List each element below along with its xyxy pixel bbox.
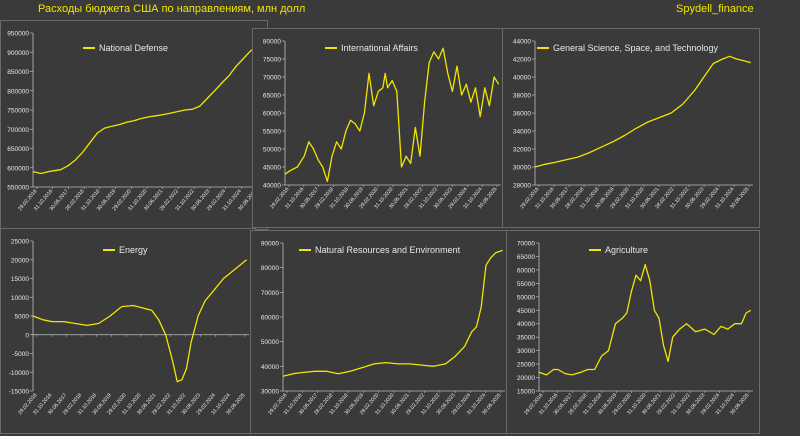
y-tick-label: 700000 (7, 127, 29, 134)
y-tick-label: 60000 (263, 111, 281, 118)
y-tick-label: 30000 (261, 389, 279, 396)
y-tick-label: 40000 (263, 183, 281, 190)
y-tick-label: 750000 (7, 108, 29, 115)
y-tick-label: 70000 (263, 75, 281, 82)
y-tick-label: 80000 (261, 265, 279, 272)
y-tick-label: 30000 (513, 165, 531, 172)
y-tick-label: 600000 (7, 165, 29, 172)
y-tick-label: 65000 (517, 254, 535, 261)
chart-panel-natural-resources: 30000 40000 50000 60000 70000 80000 90000 29.02… (250, 230, 512, 434)
chart-svg: 550000 600000 650000 700000 750000 800000 8500… (7, 31, 262, 212)
y-tick-label: 650000 (7, 146, 29, 153)
legend-swatch (589, 249, 601, 251)
y-tick-label: -5000 (12, 351, 29, 358)
y-tick-label: 50000 (261, 339, 279, 346)
y-tick-label: 90000 (261, 241, 279, 248)
chart-panel-general-science: 28000 30000 32000 34000 36000 38000 40000 42000… (502, 28, 760, 228)
y-tick-label: 50000 (517, 294, 535, 301)
legend-swatch (325, 47, 337, 49)
chart-panel-international-affairs: 40000 45000 50000 55000 60000 65000 70000 75000… (252, 28, 508, 228)
y-tick-label: 42000 (513, 57, 531, 64)
y-tick-label: 36000 (513, 111, 531, 118)
legend-label: Natural Resources and Environment (315, 245, 461, 255)
chart-svg: 15000 20000 25000 30000 35000 40000 45000 50000… (517, 241, 753, 416)
y-tick-label: 65000 (263, 93, 281, 100)
y-tick-label: 900000 (7, 50, 29, 57)
y-tick-label: 80000 (263, 39, 281, 46)
y-tick-label: -10000 (9, 370, 30, 377)
legend-swatch (83, 47, 95, 49)
legend: Energy (103, 245, 148, 255)
y-tick-label: 30000 (517, 348, 535, 355)
series-line (32, 44, 262, 175)
y-tick-label: -15000 (9, 389, 30, 396)
y-tick-label: 32000 (513, 147, 531, 154)
y-tick-label: 35000 (517, 335, 535, 342)
legend: National Defense (83, 43, 168, 53)
legend: Natural Resources and Environment (299, 245, 460, 255)
y-tick-label: 55000 (517, 281, 535, 288)
legend: Agriculture (589, 245, 648, 255)
page-title: Расходы бюджета США по направлениям, млн… (38, 3, 306, 15)
chart-svg: 3000040000500006000070000800009000029.02… (261, 241, 505, 416)
y-tick-label: 0 (25, 332, 29, 339)
series-line (538, 263, 752, 376)
y-tick-label: 45000 (517, 308, 535, 315)
y-tick-label: 40000 (517, 321, 535, 328)
y-tick-label: 15000 (11, 276, 29, 283)
legend-label: Agriculture (605, 245, 649, 255)
y-tick-label: 850000 (7, 69, 29, 76)
y-tick-label: 34000 (513, 129, 531, 136)
source-label: Spydell_finance (676, 3, 754, 15)
chart-svg: -15000 -10000 -5000 0 5000 10000 15000 20000 250… (9, 239, 249, 416)
y-tick-label: 55000 (263, 129, 281, 136)
chart-panel-energy: -15000 -10000 -5000 0 5000 10000 15000 20000 250… (0, 228, 256, 434)
y-tick-label: 550000 (7, 185, 29, 192)
y-tick-label: 25000 (517, 362, 535, 369)
y-tick-label: 25000 (11, 239, 29, 246)
y-tick-label: 60000 (261, 315, 279, 322)
chart-svg: 28000 30000 32000 34000 36000 38000 40000 42000… (513, 39, 753, 210)
series-line (534, 55, 751, 168)
y-tick-label: 70000 (517, 241, 535, 248)
y-tick-label: 44000 (513, 39, 531, 46)
legend-label: National Defense (99, 43, 169, 53)
y-tick-label: 5000 (15, 314, 30, 321)
y-tick-label: 20000 (11, 257, 29, 264)
y-tick-label: 45000 (263, 165, 281, 172)
chart-panel-agriculture: 15000 20000 25000 30000 35000 40000 45000 50000… (506, 230, 760, 434)
y-tick-label: 800000 (7, 88, 29, 95)
series-line (282, 249, 503, 377)
legend: International Affairs (325, 43, 418, 53)
chart-panel-national-defense: 550000 600000 650000 700000 750000 800000 8500… (0, 20, 268, 230)
y-tick-label: 950000 (7, 31, 29, 38)
legend-label: General Science, Space, and Technology (553, 43, 718, 53)
legend-swatch (537, 47, 549, 49)
series-line (284, 47, 500, 183)
chart-svg: 40000 45000 50000 55000 60000 65000 70000 75000… (263, 39, 501, 210)
y-tick-label: 28000 (513, 183, 531, 190)
y-tick-label: 60000 (517, 267, 535, 274)
y-tick-label: 75000 (263, 57, 281, 64)
y-tick-label: 20000 (517, 375, 535, 382)
legend-swatch (103, 249, 115, 251)
y-tick-label: 15000 (517, 389, 535, 396)
y-tick-label: 50000 (263, 147, 281, 154)
legend-swatch (299, 249, 311, 251)
legend: General Science, Space, and Technology (537, 43, 718, 53)
series-line (32, 259, 248, 383)
legend-label: International Affairs (341, 43, 418, 53)
y-tick-label: 38000 (513, 93, 531, 100)
y-tick-label: 10000 (11, 295, 29, 302)
y-tick-label: 40000 (513, 75, 531, 82)
y-tick-label: 40000 (261, 364, 279, 371)
y-tick-label: 70000 (261, 290, 279, 297)
legend-label: Energy (119, 245, 148, 255)
